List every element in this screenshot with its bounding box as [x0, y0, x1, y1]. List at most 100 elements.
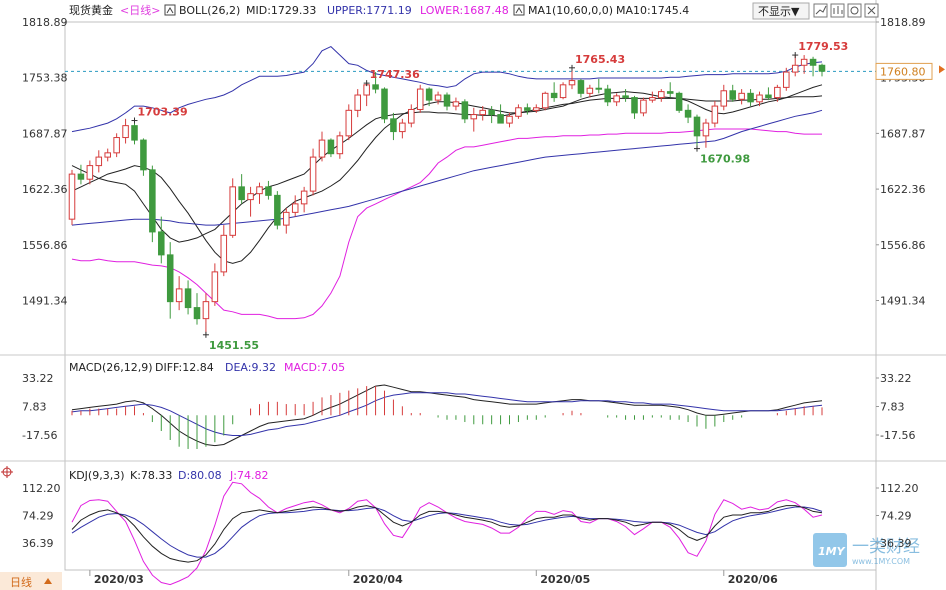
candle-body — [738, 92, 745, 100]
candle-body — [470, 114, 478, 120]
candle-body — [77, 173, 85, 180]
boll-settings-icon[interactable] — [164, 4, 176, 16]
candle-body — [631, 97, 638, 114]
candle-body — [622, 95, 629, 99]
current-price-label: 1760.80 — [880, 65, 926, 78]
boll-settings-icon-glyph — [166, 7, 174, 14]
period-link[interactable]: <日线> — [120, 3, 160, 17]
axis-labels: 1818.891818.891753.381753.381687.871687.… — [22, 16, 945, 586]
candle-body — [86, 165, 94, 180]
toolbar-icon-1[interactable] — [813, 3, 828, 18]
price-tick-right-5: 1491.34 — [880, 295, 926, 308]
price-tick-right-0: 1818.89 — [880, 16, 926, 29]
candle-body — [675, 92, 683, 111]
candle-body — [729, 90, 736, 100]
candle-body — [113, 137, 120, 154]
candle-body — [220, 234, 228, 273]
price-tick-right-2: 1687.87 — [880, 127, 926, 140]
candle-body — [283, 211, 290, 226]
candle-body — [443, 94, 451, 107]
candle-body — [515, 107, 522, 117]
toolbar-icon-3[interactable] — [847, 3, 862, 18]
annotation-low-2: 1670.98 — [700, 153, 750, 166]
candle-body — [291, 203, 299, 213]
candle-body — [309, 156, 317, 192]
crosshair-icon[interactable] — [1, 466, 13, 478]
macd-histogram — [71, 386, 823, 449]
candle-body — [791, 64, 799, 73]
candle-body — [684, 109, 692, 118]
watermark-cn-text: 一类财经 — [852, 537, 920, 557]
hide-button[interactable] — [752, 2, 810, 20]
period-tab-arrow-icon[interactable] — [44, 578, 52, 584]
ma10-value: MA10:1745.4 — [616, 4, 689, 17]
toolbar-icon-2[interactable] — [830, 3, 845, 18]
annotation-high-4: 1779.53 — [798, 40, 848, 53]
hide-button-label: 不显示▼ — [758, 5, 800, 18]
candle-body — [256, 186, 263, 195]
candle-body — [238, 186, 245, 201]
period-tab[interactable] — [0, 572, 62, 590]
price-tick-left-4: 1556.86 — [22, 239, 68, 252]
boll-label: BOLL(26,2) — [179, 4, 240, 17]
candle-body — [595, 87, 603, 90]
macd-tick-left-1: 7.83 — [22, 401, 47, 414]
price-tick-left-5: 1491.34 — [22, 295, 68, 308]
candle-body — [541, 92, 549, 109]
candle-body — [372, 84, 379, 90]
candle-body — [327, 139, 335, 155]
kdj-tick-left-1: 74.29 — [22, 510, 54, 523]
candle-body — [166, 254, 174, 303]
candle-body — [202, 301, 210, 320]
candle-body — [158, 231, 165, 256]
candle-body — [229, 186, 236, 236]
toolbar-icon-4[interactable] — [864, 3, 879, 18]
kdj-label: KDJ(9,3,3) — [69, 469, 125, 482]
candle-body — [765, 94, 772, 99]
candle-body — [149, 169, 156, 233]
candle-body — [425, 88, 433, 101]
candle-body — [568, 80, 576, 86]
boll-lower-value: LOWER:1687.48 — [420, 4, 509, 17]
candle-body — [122, 125, 129, 139]
boll-mid-value: MID:1729.33 — [246, 4, 316, 17]
candle-body — [345, 109, 353, 137]
candle-body — [693, 116, 701, 137]
candle-body — [354, 94, 361, 111]
candle-body — [586, 87, 594, 94]
indicator-lines — [65, 46, 876, 586]
candle-body — [336, 135, 344, 155]
candle-body — [720, 90, 728, 107]
candle-body — [104, 152, 111, 158]
candle-body — [131, 125, 138, 141]
candle-body — [666, 91, 674, 94]
candle-body — [800, 58, 808, 66]
watermark-logo-text: 1MY — [818, 545, 846, 558]
candle-body — [702, 122, 710, 137]
candle-body — [533, 107, 540, 111]
ma-settings-icon[interactable] — [513, 4, 525, 16]
current-price-arrow-icon — [939, 65, 945, 74]
kdj-k-value: K:78.33 — [130, 469, 172, 482]
candle-body — [300, 190, 308, 205]
candles — [68, 55, 826, 335]
kdj-j-value: J:74.82 — [229, 469, 268, 482]
annotation-high-2: 1747.36 — [370, 68, 420, 81]
x-label-2: 2020/05 — [540, 573, 590, 586]
candle-body — [184, 288, 192, 309]
candle-body — [408, 108, 415, 124]
candle-body — [416, 88, 424, 110]
candle-body — [524, 107, 531, 111]
boll-upper-line — [71, 46, 823, 133]
kdj-tick-right-1: 74.29 — [880, 510, 912, 523]
candle-body — [809, 58, 817, 66]
candle-body — [640, 99, 647, 114]
kdj-d-value: D:80.08 — [178, 469, 222, 482]
candle-body — [497, 114, 504, 124]
candle-body — [434, 94, 442, 101]
kdj-tick-right-0: 112.20 — [880, 482, 919, 495]
candle-body — [175, 288, 183, 303]
instrument-name: 现货黄金 — [69, 3, 113, 17]
